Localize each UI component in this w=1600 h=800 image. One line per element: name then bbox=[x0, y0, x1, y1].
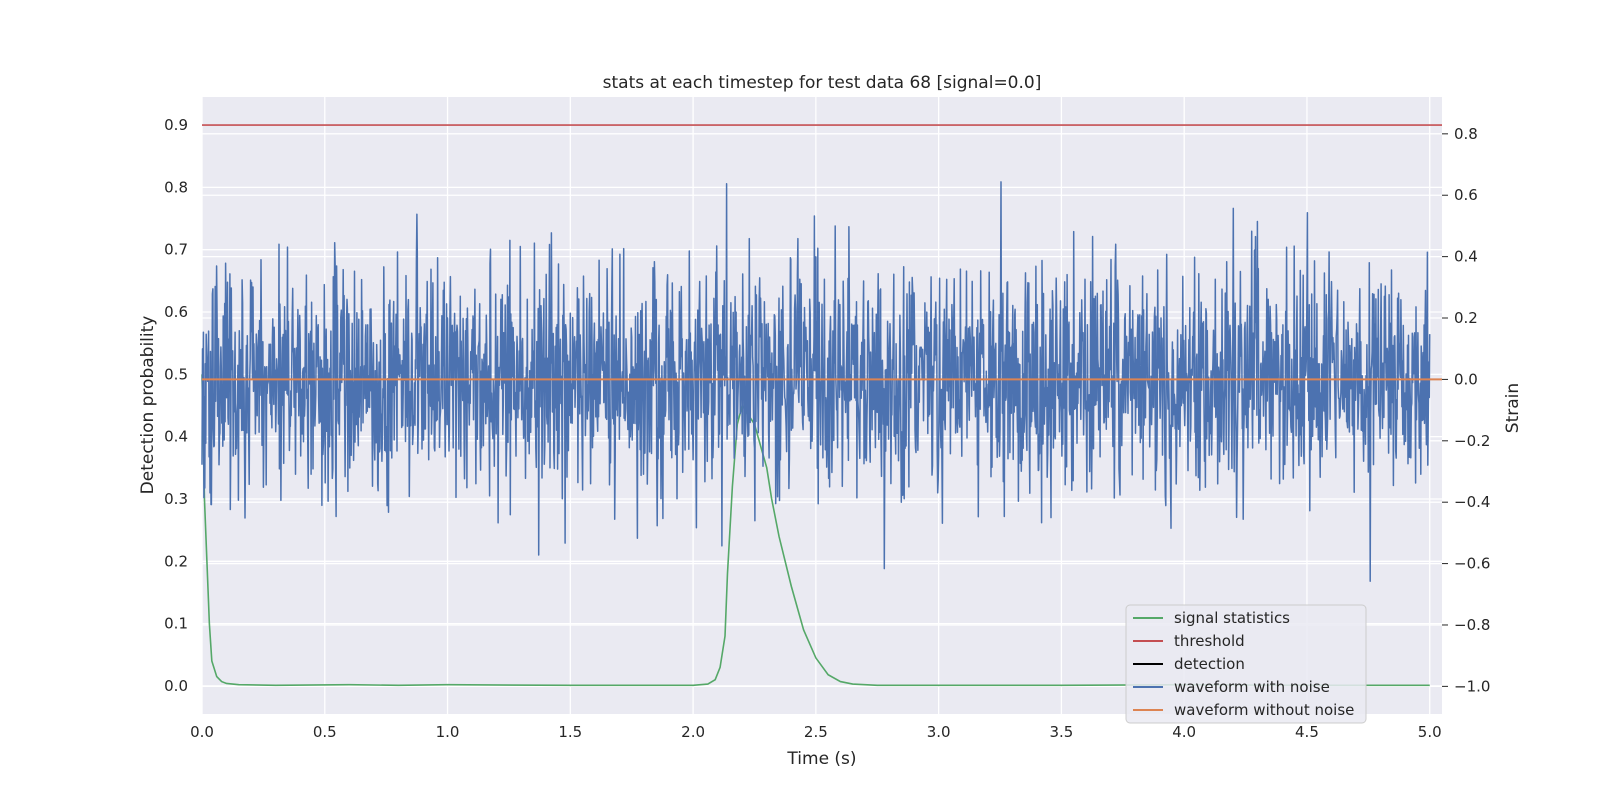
y-right-tick-label: −0.2 bbox=[1454, 432, 1490, 450]
y-axis-right-label: Strain bbox=[1503, 383, 1523, 433]
y-right-tick-label: 0.6 bbox=[1454, 186, 1478, 204]
x-tick-label: 0.5 bbox=[313, 723, 337, 741]
y-tick-label: 0.0 bbox=[164, 677, 188, 695]
x-tick-label: 2.0 bbox=[681, 723, 705, 741]
legend-label: waveform with noise bbox=[1174, 678, 1330, 696]
x-tick-label: 1.5 bbox=[558, 723, 582, 741]
y-right-tick-label: −0.4 bbox=[1454, 493, 1490, 511]
y-tick-label: 0.7 bbox=[164, 241, 188, 259]
x-axis-ticks: 0.0 0.5 1.0 1.5 2.0 2.5 3.0 3.5 4.0 4.5 5.0 bbox=[190, 723, 1442, 741]
y-right-tick-label: 0.4 bbox=[1454, 248, 1478, 266]
x-tick-label: 3.0 bbox=[927, 723, 951, 741]
y-axis-label: Detection probability bbox=[138, 316, 158, 495]
legend-label: signal statistics bbox=[1174, 609, 1290, 627]
legend-label: detection bbox=[1174, 655, 1245, 673]
x-tick-label: 3.5 bbox=[1049, 723, 1073, 741]
series-signal-statistics bbox=[201, 374, 1430, 687]
y-right-tick-label: −0.8 bbox=[1454, 616, 1490, 634]
x-tick-label: 4.0 bbox=[1172, 723, 1196, 741]
y-axis-ticks: 0.0 0.1 0.2 0.3 0.4 0.5 0.6 0.7 0.8 0.9 bbox=[164, 116, 188, 695]
y-tick-label: 0.5 bbox=[164, 365, 188, 383]
y-tick-label: 0.9 bbox=[164, 116, 188, 134]
x-tick-label: 1.0 bbox=[436, 723, 460, 741]
y-tick-label: 0.3 bbox=[164, 490, 188, 508]
x-tick-label: 0.0 bbox=[190, 723, 214, 741]
legend-box bbox=[1125, 604, 1367, 724]
x-tick-label: 2.5 bbox=[804, 723, 828, 741]
legend-label: waveform without noise bbox=[1174, 701, 1354, 719]
series-waveform-with-noise bbox=[201, 181, 1431, 582]
x-tick-label: 4.5 bbox=[1295, 723, 1319, 741]
x-axis-label: Time (s) bbox=[786, 749, 856, 769]
legend: signal statistics threshold detection wavef… bbox=[1125, 604, 1367, 724]
y-right-tick-label: 0.0 bbox=[1454, 370, 1478, 388]
y-tick-label: 0.8 bbox=[164, 178, 188, 196]
y-right-tick-label: −1.0 bbox=[1454, 677, 1490, 695]
legend-label: threshold bbox=[1174, 632, 1245, 650]
y-tick-label: 0.6 bbox=[164, 303, 188, 321]
x-tick-label: 5.0 bbox=[1418, 723, 1442, 741]
y-tick-label: 0.1 bbox=[164, 615, 188, 633]
y-tick-label: 0.4 bbox=[164, 428, 188, 446]
plot-area bbox=[201, 124, 1442, 687]
y-right-tick-label: 0.2 bbox=[1454, 309, 1478, 327]
y-right-tick-label: 0.8 bbox=[1454, 125, 1478, 143]
y-axis-right-ticks: −1.0 −0.8 −0.6 −0.4 −0.2 0.0 0.2 0.4 0.6 0.8 bbox=[1442, 125, 1490, 695]
y-tick-label: 0.2 bbox=[164, 552, 188, 570]
chart-title: stats at each timestep for test data 68 … bbox=[603, 73, 1042, 93]
y-right-tick-label: −0.6 bbox=[1454, 555, 1490, 573]
